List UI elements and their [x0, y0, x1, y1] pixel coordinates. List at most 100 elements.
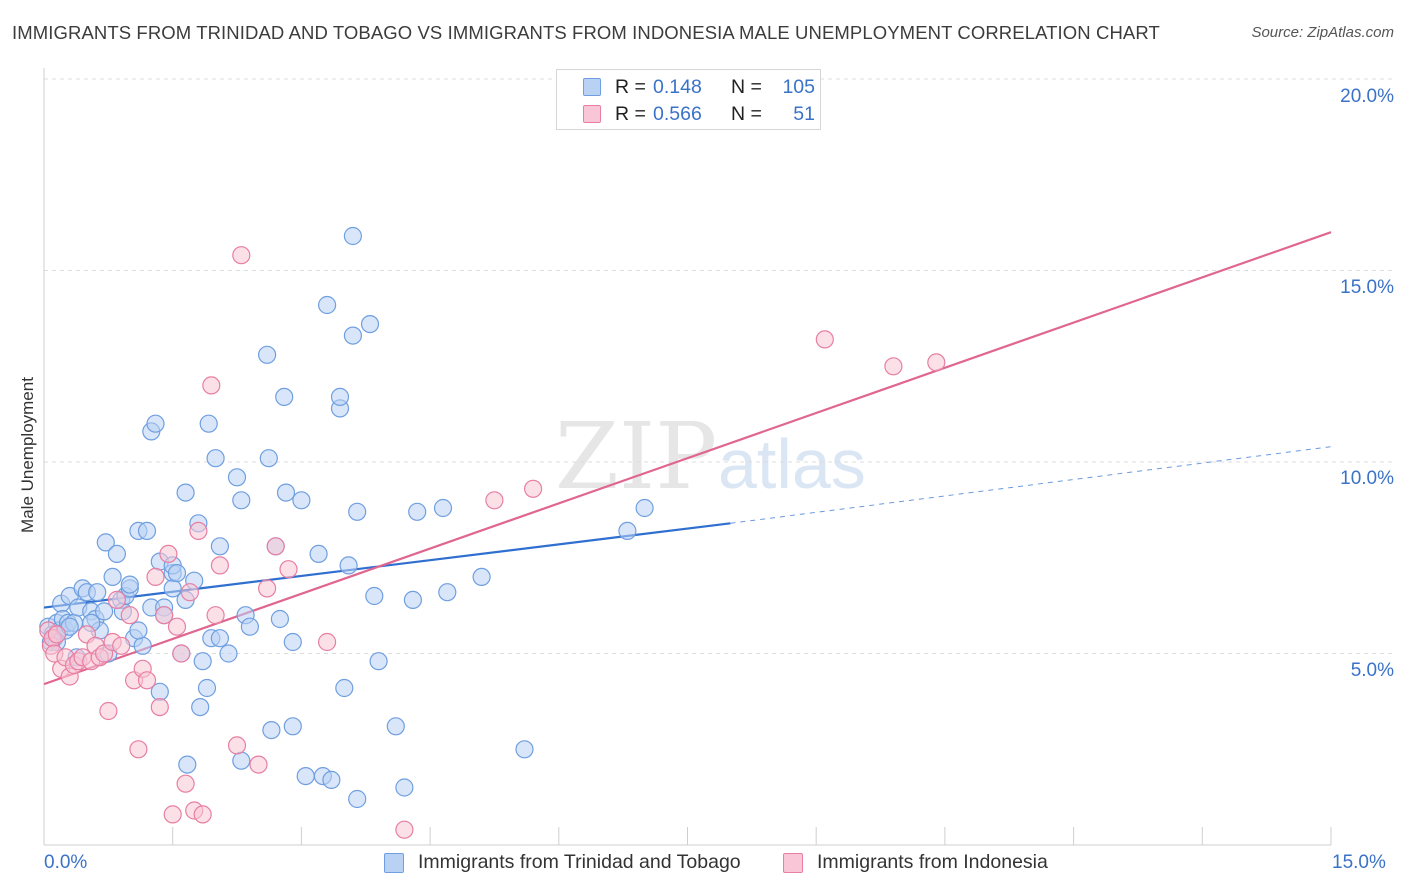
point-trinidad: [343, 226, 362, 246]
legend-swatch-pink: [583, 105, 601, 123]
point-trinidad: [193, 652, 212, 671]
legend-r-value: 0.148: [653, 75, 702, 98]
x-tick-label-right: 15.0%: [1332, 852, 1386, 873]
point-trinidad: [107, 544, 127, 564]
point-indonesia: [318, 632, 337, 652]
point-trinidad: [270, 609, 289, 629]
point-trinidad: [120, 575, 139, 594]
point-indonesia: [176, 774, 195, 793]
legend-r-label: R =: [615, 75, 646, 98]
point-trinidad: [283, 632, 302, 652]
point-trinidad: [258, 345, 277, 364]
point-trinidad: [360, 315, 380, 334]
point-trinidad: [369, 652, 388, 671]
point-trinidad: [275, 387, 294, 406]
point-indonesia: [210, 556, 229, 575]
point-indonesia: [150, 697, 169, 717]
point-indonesia: [155, 606, 174, 625]
point-trinidad: [318, 295, 337, 315]
point-trinidad: [167, 563, 187, 583]
point-trinidad: [395, 778, 414, 797]
y-tick-label: 15.0%: [1340, 277, 1394, 298]
legend-r-label: R =: [615, 102, 646, 125]
x-tick-label-left: 0.0%: [44, 852, 88, 873]
point-indonesia: [137, 671, 157, 690]
point-trinidad: [309, 544, 328, 564]
trend-lines: [43, 231, 1332, 686]
point-trinidad: [403, 590, 422, 610]
point-indonesia: [180, 583, 199, 602]
point-indonesia: [206, 606, 225, 625]
y-tick-label: 5.0%: [1350, 660, 1394, 681]
point-indonesia: [189, 521, 208, 541]
point-trinidad: [219, 644, 238, 663]
point-indonesia: [120, 606, 139, 625]
point-trinidad: [227, 468, 247, 487]
legend-n-value: 51: [793, 102, 815, 125]
point-indonesia: [163, 805, 182, 824]
point-trinidad: [322, 770, 341, 790]
point-trinidad: [88, 583, 107, 602]
point-trinidad: [296, 766, 315, 786]
point-trinidad: [276, 483, 296, 502]
point-indonesia: [227, 736, 247, 755]
point-trinidad: [197, 678, 217, 698]
point-trinidad: [335, 678, 354, 698]
point-indonesia: [485, 491, 504, 510]
point-trinidad: [618, 521, 637, 541]
point-indonesia: [523, 479, 543, 498]
source-label: Source: ZipAtlas.com: [1251, 24, 1394, 41]
y-tick-label: 20.0%: [1340, 86, 1394, 107]
point-indonesia: [395, 820, 414, 839]
point-indonesia: [202, 376, 221, 395]
point-trinidad: [232, 751, 251, 770]
point-trinidad: [283, 717, 302, 736]
legend-swatch-blue: [583, 78, 601, 96]
point-trinidad: [408, 502, 427, 521]
point-indonesia: [47, 625, 67, 644]
point-indonesia: [193, 805, 212, 824]
trend-line-extension: [730, 446, 1332, 524]
axes: [43, 68, 1332, 846]
point-trinidad: [343, 326, 362, 345]
point-trinidad: [472, 567, 491, 587]
point-trinidad: [129, 621, 148, 640]
point-trinidad: [438, 583, 457, 602]
correlation-legend: R = 0.148 N = 105 R = 0.566 N = 51: [556, 69, 821, 130]
legend-label: Immigrants from Trinidad and Tobago: [418, 851, 741, 873]
point-indonesia: [107, 590, 127, 610]
point-trinidad: [210, 629, 229, 648]
chart-title: IMMIGRANTS FROM TRINIDAD AND TOBAGO VS I…: [12, 22, 1160, 43]
point-trinidad: [199, 414, 218, 433]
series-legend: Immigrants from Trinidad and Tobago Immi…: [0, 851, 1406, 877]
point-trinidad: [133, 636, 152, 655]
point-trinidad: [292, 491, 311, 510]
point-trinidad: [178, 755, 197, 774]
watermark-atlas: atlas: [718, 425, 866, 503]
watermark: ZIP atlas: [555, 403, 866, 510]
legend-row-indonesia: R = 0.566 N = 51: [583, 103, 815, 125]
point-indonesia: [927, 353, 946, 372]
point-indonesia: [172, 644, 191, 663]
point-indonesia: [159, 544, 178, 564]
point-trinidad: [262, 720, 281, 740]
legend-item-indonesia[interactable]: Immigrants from Indonesia: [783, 851, 1048, 874]
legend-n-label: N =: [731, 102, 762, 125]
point-indonesia: [112, 636, 131, 655]
legend-row-trinidad: R = 0.148 N = 105: [583, 76, 815, 98]
trend-line-indonesia: [43, 231, 1332, 686]
legend-item-trinidad[interactable]: Immigrants from Trinidad and Tobago: [384, 851, 741, 874]
legend-r-value: 0.566: [653, 102, 702, 125]
legend-n-label: N =: [731, 75, 762, 98]
point-indonesia: [266, 537, 285, 556]
point-trinidad: [103, 567, 122, 587]
point-indonesia: [258, 579, 277, 598]
point-trinidad: [210, 537, 229, 556]
point-indonesia: [99, 701, 118, 721]
legend-swatch-blue: [384, 852, 404, 873]
point-trinidad: [635, 498, 654, 518]
point-indonesia: [279, 560, 298, 579]
point-trinidad: [137, 521, 157, 541]
gridlines: [44, 78, 1392, 654]
